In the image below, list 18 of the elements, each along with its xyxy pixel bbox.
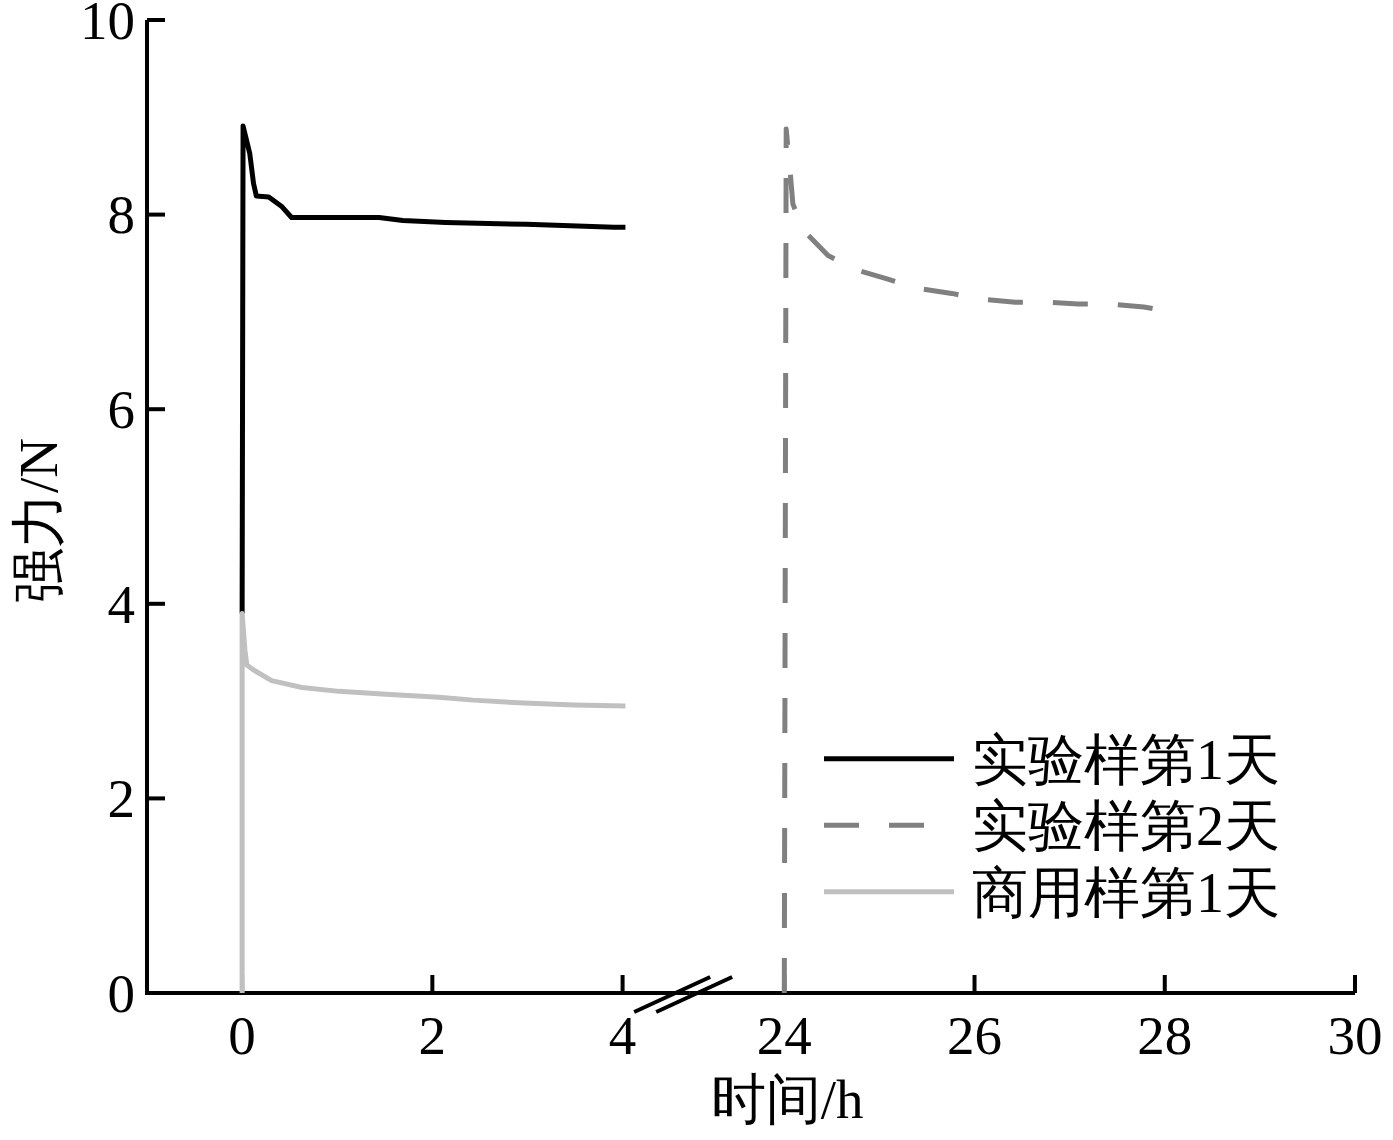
- y-tick-label: 6: [107, 378, 135, 440]
- text: 实验样第1天: [972, 728, 1280, 791]
- y-axis-title: 强力/N: [7, 438, 69, 603]
- y-tick-label: 4: [107, 573, 135, 635]
- x-axis-title: 时间/h: [710, 1069, 864, 1130]
- x-tick-label: 0: [228, 1005, 256, 1066]
- x-tick-label: 26: [947, 1005, 1003, 1066]
- x-tick-label: 2: [418, 1005, 447, 1066]
- y-tick-label: 0: [107, 962, 135, 1024]
- legend-label: 实验样第2天: [972, 795, 1280, 858]
- x-tick-label: 4: [608, 1005, 637, 1066]
- y-tick-label: 8: [107, 184, 135, 246]
- x-tick-label: 24: [756, 1005, 812, 1066]
- y-tick-label: 10: [80, 0, 135, 51]
- x-tick-label: 30: [1327, 1005, 1383, 1066]
- text: 商用样第1天: [972, 861, 1280, 924]
- x-tick-label: 28: [1137, 1005, 1193, 1066]
- y-tick-label: 2: [107, 768, 135, 830]
